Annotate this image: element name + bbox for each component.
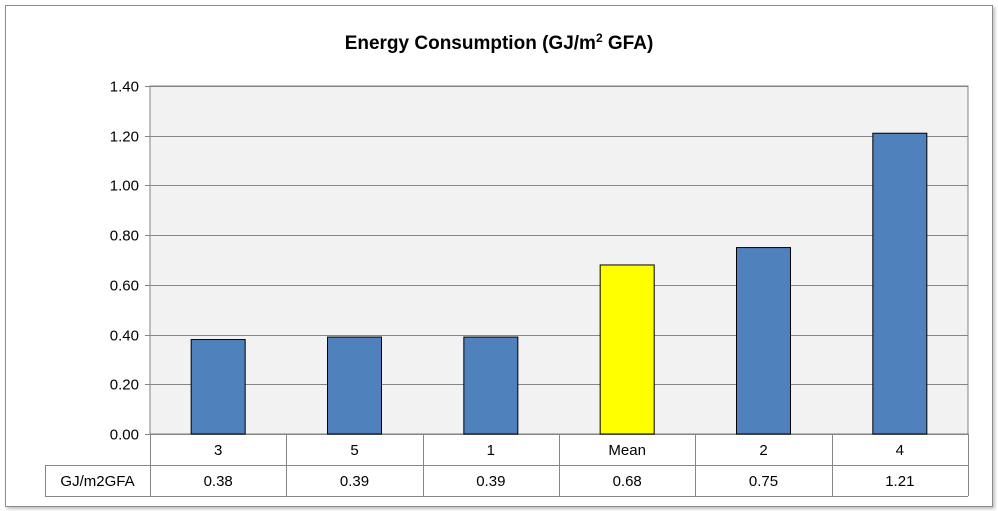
y-tick-label: 0.20 <box>110 377 139 394</box>
bar <box>463 336 519 435</box>
data-table-value: 0.38 <box>204 473 233 490</box>
data-table: 3 0.38 5 0.39 1 0.39 Mean 0.68 2 0.75 4 1.21 GJ/m2GF… <box>45 434 969 497</box>
category-label: 5 <box>350 442 358 459</box>
category-label: 3 <box>214 442 222 459</box>
bar <box>190 339 246 435</box>
data-table-value: 1.21 <box>885 473 914 490</box>
data-table-value: 0.75 <box>749 473 778 490</box>
bar <box>599 264 655 435</box>
category-label: 1 <box>487 442 495 459</box>
data-table-value: 0.39 <box>476 473 505 490</box>
data-table-value: 0.68 <box>613 473 642 490</box>
data-table-row-label: GJ/m2GFA <box>60 473 134 490</box>
category-label: Mean <box>608 442 646 459</box>
chart-title: Energy Consumption (GJ/m2 GFA) <box>345 31 654 54</box>
bar <box>736 247 791 435</box>
plot-area <box>149 85 969 435</box>
data-table-value: 0.39 <box>340 473 369 490</box>
y-tick-label: 1.00 <box>110 178 139 195</box>
y-tick-label: 0.40 <box>110 328 139 345</box>
category-label: 4 <box>896 442 904 459</box>
y-tick-label: 1.40 <box>110 79 139 96</box>
bar <box>327 336 382 435</box>
y-tick-label: 0.80 <box>110 228 139 245</box>
y-tick-label: 0.00 <box>110 427 139 444</box>
y-axis-ticks: 0.00 0.20 0.40 0.60 0.80 1.00 1.20 1.40 <box>110 79 150 444</box>
bar-series <box>190 132 928 435</box>
bar <box>872 132 928 435</box>
y-tick-label: 0.60 <box>110 278 139 295</box>
category-label: 2 <box>759 442 767 459</box>
y-tick-label: 1.20 <box>110 129 139 146</box>
